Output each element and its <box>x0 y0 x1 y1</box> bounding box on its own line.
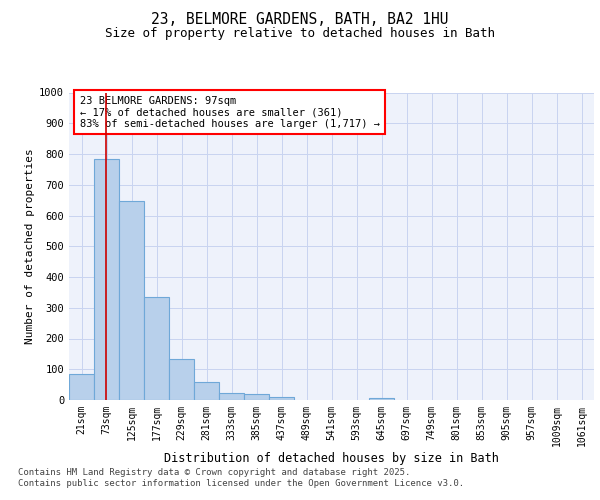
Bar <box>94 159 119 400</box>
Bar <box>269 397 294 400</box>
Bar <box>369 398 394 400</box>
Y-axis label: Number of detached properties: Number of detached properties <box>25 148 35 344</box>
Text: 23, BELMORE GARDENS, BATH, BA2 1HU: 23, BELMORE GARDENS, BATH, BA2 1HU <box>151 12 449 28</box>
Bar <box>219 393 244 400</box>
Text: Contains HM Land Registry data © Crown copyright and database right 2025.
Contai: Contains HM Land Registry data © Crown c… <box>18 468 464 487</box>
Text: 23 BELMORE GARDENS: 97sqm
← 17% of detached houses are smaller (361)
83% of semi: 23 BELMORE GARDENS: 97sqm ← 17% of detac… <box>79 96 380 129</box>
X-axis label: Distribution of detached houses by size in Bath: Distribution of detached houses by size … <box>164 452 499 464</box>
Bar <box>144 297 169 400</box>
Bar <box>169 359 194 400</box>
Bar <box>69 374 94 400</box>
Text: Size of property relative to detached houses in Bath: Size of property relative to detached ho… <box>105 28 495 40</box>
Bar <box>244 394 269 400</box>
Bar <box>194 382 219 400</box>
Bar <box>119 200 144 400</box>
